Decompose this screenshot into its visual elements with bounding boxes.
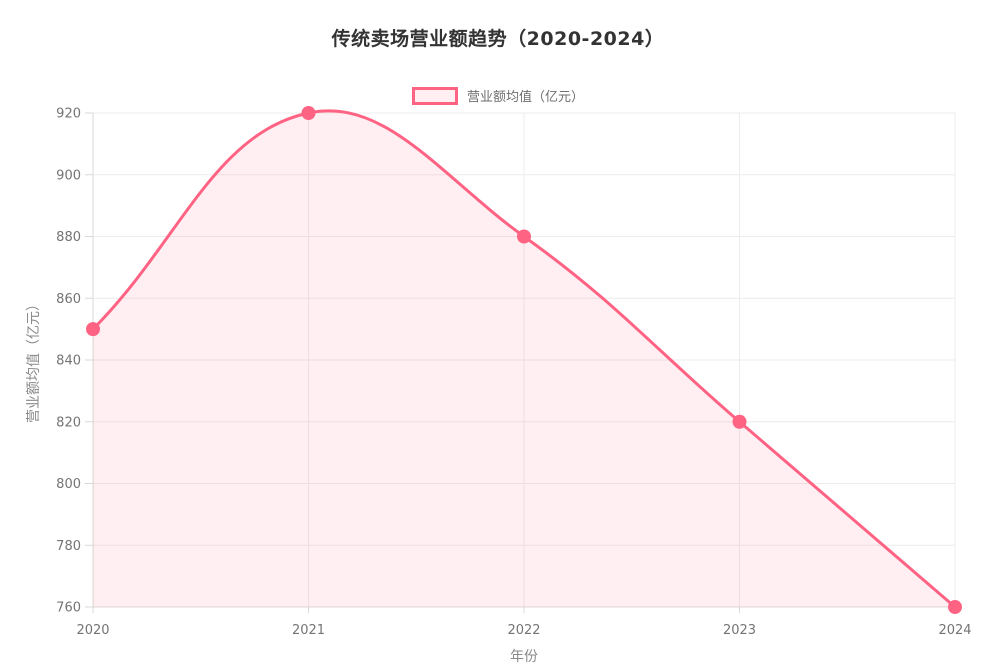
y-tick-label: 820 [56,415,81,430]
chart-title: 传统卖场营业额趋势（2020-2024） [331,28,665,50]
y-tick-label: 780 [56,539,81,554]
x-tick-label: 2024 [938,623,971,638]
x-axis-title: 年份 [510,649,538,665]
x-tick-label: 2023 [723,623,756,638]
legend-item[interactable]: 营业额均值（亿元） [0,86,996,105]
y-tick-label: 800 [56,477,81,492]
x-tick-label: 2020 [76,623,109,638]
y-tick-label: 920 [56,107,81,122]
y-tick-label: 760 [56,601,81,616]
data-point-2021[interactable] [301,106,316,120]
y-tick-label: 860 [56,292,81,307]
y-tick-label: 900 [56,168,81,183]
y-tick-label: 840 [56,354,81,369]
legend-label: 营业额均值（亿元） [466,90,584,105]
y-axis-title: 营业额均值（亿元） [26,297,42,423]
data-point-2020[interactable] [86,322,100,337]
series-area-fill [93,110,955,608]
x-tick-label: 2021 [292,623,325,638]
x-tick-label: 2022 [507,623,540,638]
legend-swatch-icon [411,86,458,105]
data-point-2023[interactable] [732,414,747,429]
data-point-2024[interactable] [948,600,962,614]
y-tick-label: 880 [56,230,81,245]
data-point-2022[interactable] [517,229,531,244]
